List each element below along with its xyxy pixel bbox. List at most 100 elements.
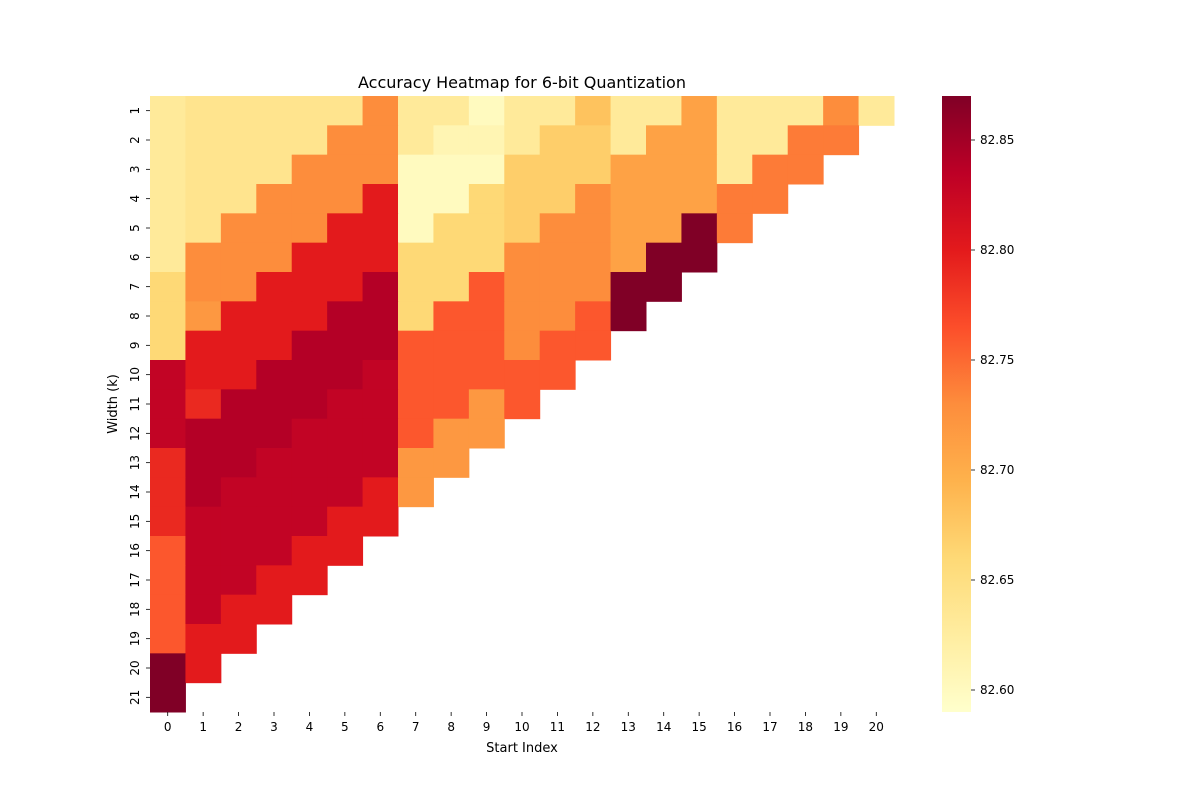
heatmap-cell bbox=[575, 184, 612, 214]
y-tick-label: 16 bbox=[128, 543, 142, 558]
heatmap-cell bbox=[150, 360, 186, 390]
heatmap-cell bbox=[185, 389, 222, 420]
heatmap-cell bbox=[398, 125, 434, 156]
x-tick-label: 16 bbox=[727, 720, 742, 734]
x-tick-label: 18 bbox=[798, 720, 813, 734]
x-tick-label: 1 bbox=[199, 720, 207, 734]
heatmap-cell bbox=[433, 96, 470, 126]
heatmap-cell bbox=[291, 184, 328, 214]
heatmap-cell bbox=[150, 125, 186, 156]
heatmap-cell bbox=[256, 301, 293, 332]
heatmap-cell bbox=[291, 418, 328, 449]
heatmap-cell bbox=[433, 154, 470, 185]
heatmap-cell bbox=[256, 242, 293, 273]
heatmap-cell bbox=[398, 360, 434, 390]
heatmap-cell bbox=[150, 536, 186, 566]
heatmap-cell bbox=[398, 272, 434, 302]
heatmap-cell bbox=[504, 154, 541, 185]
x-tick-label: 0 bbox=[164, 720, 172, 734]
heatmap-cell bbox=[327, 477, 364, 508]
heatmap-cell bbox=[327, 242, 364, 273]
heatmap-cell bbox=[150, 418, 186, 449]
heatmap-cell bbox=[504, 96, 541, 126]
colorbar-tick-label: 82.65 bbox=[980, 573, 1014, 587]
heatmap-cell bbox=[539, 125, 576, 156]
heatmap-cell bbox=[468, 301, 505, 332]
x-tick-label: 7 bbox=[412, 720, 420, 734]
heatmap-cell bbox=[539, 272, 576, 302]
heatmap-cell bbox=[256, 594, 293, 625]
heatmap-cell bbox=[185, 594, 222, 625]
heatmap-cell bbox=[185, 301, 222, 332]
x-tick-label: 20 bbox=[869, 720, 884, 734]
heatmap-cell bbox=[256, 96, 293, 126]
heatmap-cell bbox=[150, 330, 186, 361]
y-axis-label: Width (k) bbox=[106, 374, 121, 434]
heatmap-cell bbox=[646, 96, 682, 126]
y-tick-label: 20 bbox=[128, 660, 142, 675]
heatmap-cell bbox=[150, 301, 186, 332]
heatmap-cell bbox=[539, 330, 576, 361]
colorbar-tick-label: 82.85 bbox=[980, 133, 1014, 147]
heatmap-cell bbox=[716, 96, 753, 126]
heatmap-cell bbox=[220, 125, 257, 156]
heatmap-cell bbox=[185, 418, 222, 449]
heatmap-cell bbox=[362, 418, 399, 449]
y-tick-label: 6 bbox=[128, 254, 142, 262]
heatmap-cell bbox=[185, 154, 222, 185]
heatmap-cell bbox=[220, 565, 257, 596]
heatmap-cell bbox=[575, 154, 612, 185]
heatmap-cell bbox=[327, 125, 364, 156]
heatmap-cell bbox=[291, 536, 328, 566]
x-axis-ticks: 0 1 2 3 4 5 6 7 8 9 10 11 12 13 14 15 16 17 18 19 20 bbox=[164, 712, 884, 734]
heatmap-cell bbox=[185, 624, 222, 654]
heatmap-cell bbox=[185, 360, 222, 390]
heatmap-cell bbox=[362, 389, 399, 420]
heatmap-cell bbox=[256, 389, 293, 420]
heatmap-cell bbox=[362, 506, 399, 537]
heatmap-cell bbox=[150, 389, 186, 420]
heatmap-cell bbox=[291, 389, 328, 420]
heatmap-cell bbox=[468, 418, 505, 449]
heatmap-cell bbox=[291, 213, 328, 244]
heatmap-cell bbox=[681, 125, 718, 156]
heatmap-cell bbox=[433, 272, 470, 302]
heatmap-cell bbox=[150, 653, 186, 684]
heatmap-cell bbox=[575, 301, 612, 332]
heatmap-cell bbox=[646, 213, 682, 244]
heatmap-cell bbox=[256, 125, 293, 156]
heatmap-cell bbox=[362, 272, 399, 302]
heatmap-cell bbox=[185, 565, 222, 596]
heatmap-cell bbox=[504, 301, 541, 332]
heatmap-cell bbox=[646, 184, 682, 214]
heatmap-cell bbox=[398, 242, 434, 273]
x-tick-label: 6 bbox=[376, 720, 384, 734]
heatmap-cell bbox=[468, 184, 505, 214]
heatmap-cell bbox=[646, 154, 682, 185]
heatmap-cell bbox=[256, 448, 293, 478]
heatmap-cell bbox=[610, 242, 647, 273]
y-tick-label: 17 bbox=[128, 572, 142, 587]
heatmap-cell bbox=[398, 96, 434, 126]
heatmap-cell bbox=[185, 653, 222, 684]
heatmap-cell bbox=[398, 154, 434, 185]
heatmap-cell bbox=[150, 565, 186, 596]
heatmap-cell bbox=[362, 330, 399, 361]
heatmap-cell bbox=[256, 506, 293, 537]
heatmap-cell bbox=[256, 418, 293, 449]
heatmap-cell bbox=[220, 418, 257, 449]
heatmap-cell bbox=[433, 242, 470, 273]
heatmap-cell bbox=[504, 242, 541, 273]
heatmap-cell bbox=[150, 184, 186, 214]
heatmap-cell bbox=[150, 448, 186, 478]
heatmap-cell bbox=[327, 506, 364, 537]
heatmap-cell bbox=[504, 213, 541, 244]
x-tick-label: 13 bbox=[621, 720, 636, 734]
heatmap-cell bbox=[185, 242, 222, 273]
heatmap-cell bbox=[327, 448, 364, 478]
heatmap-cell bbox=[823, 125, 860, 156]
heatmap-cell bbox=[150, 96, 186, 126]
x-axis-label: Start Index bbox=[486, 741, 558, 756]
y-tick-label: 12 bbox=[128, 426, 142, 441]
heatmap-cell bbox=[681, 242, 718, 273]
